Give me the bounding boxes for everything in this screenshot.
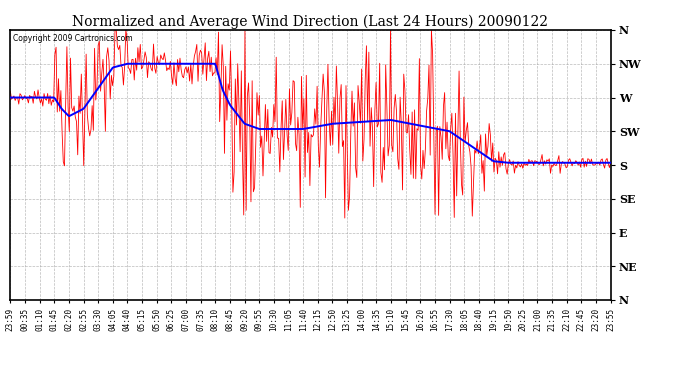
Title: Normalized and Average Wind Direction (Last 24 Hours) 20090122: Normalized and Average Wind Direction (L… [72,15,549,29]
Text: Copyright 2009 Cartronics.com: Copyright 2009 Cartronics.com [13,34,133,43]
